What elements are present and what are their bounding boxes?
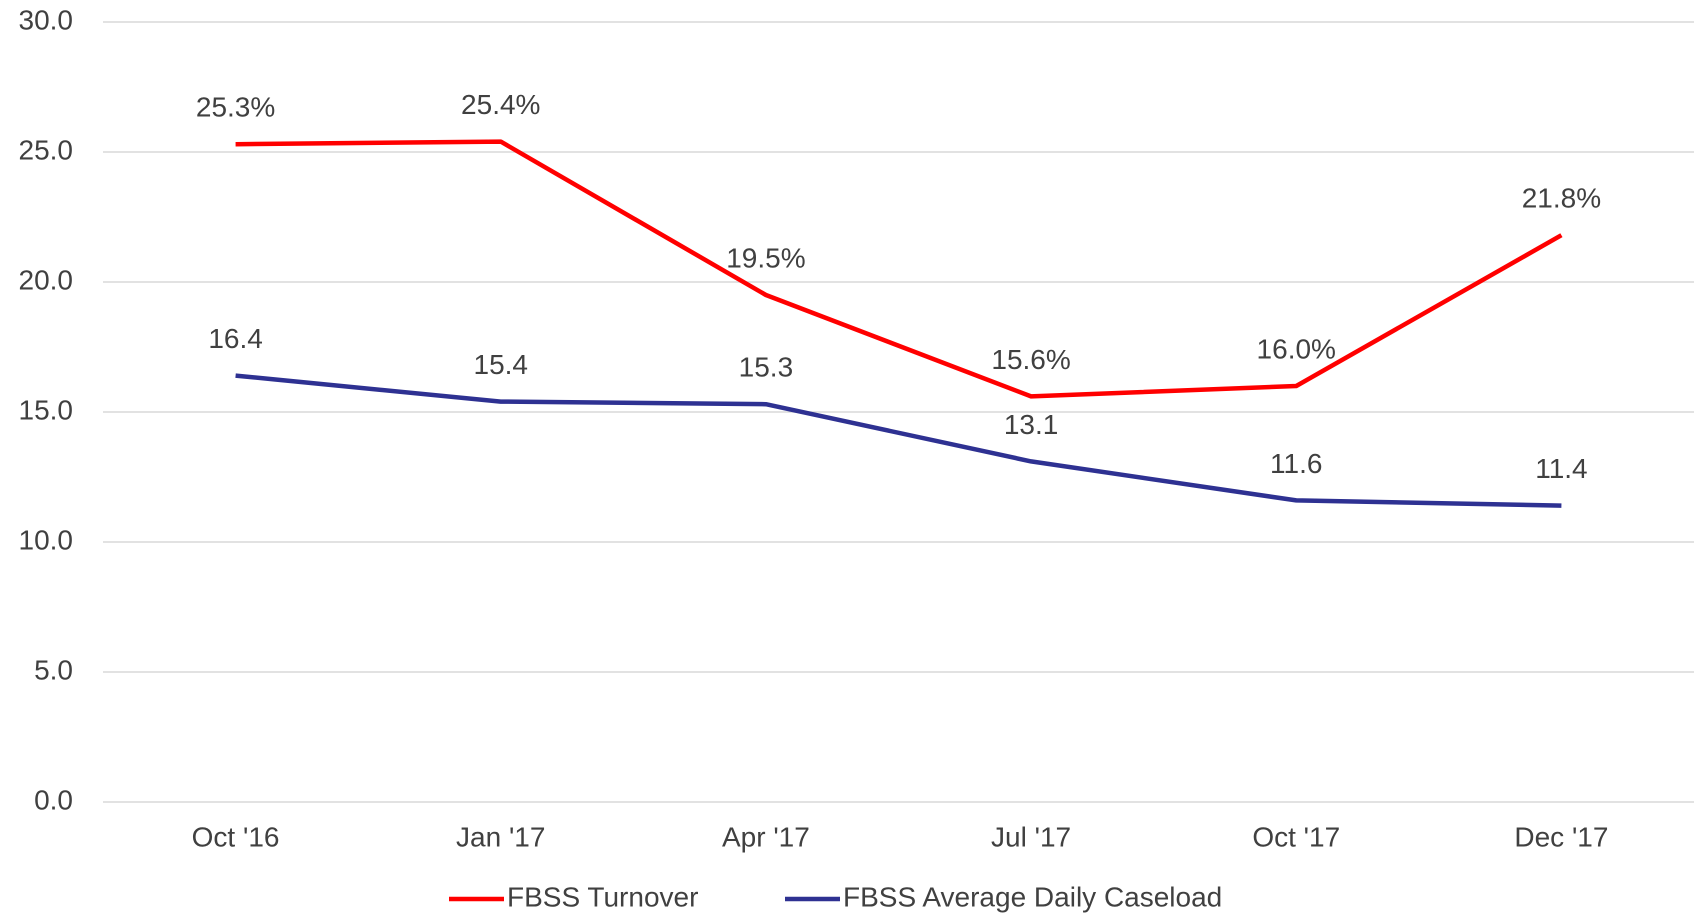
series-line xyxy=(235,139,1563,399)
legend-label: FBSS Average Daily Caseload xyxy=(843,881,1222,912)
data-label: 25.3% xyxy=(196,92,275,123)
x-tick-label: Oct '16 xyxy=(192,821,280,852)
data-label: 11.6 xyxy=(1270,448,1322,479)
y-tick-label: 0.0 xyxy=(34,784,73,815)
y-tick-label: 15.0 xyxy=(19,394,74,425)
data-label: 19.5% xyxy=(726,242,805,273)
data-label: 25.4% xyxy=(461,89,540,120)
y-tick-label: 30.0 xyxy=(19,4,74,35)
data-label: 21.8% xyxy=(1522,183,1601,214)
data-label: 13.1 xyxy=(1004,409,1059,440)
data-label: 15.3 xyxy=(739,352,794,383)
series-line xyxy=(235,373,1562,508)
data-label: 16.0% xyxy=(1257,333,1336,364)
y-tick-label: 5.0 xyxy=(34,654,73,685)
data-label: 15.6% xyxy=(991,344,1070,375)
data-label: 11.4 xyxy=(1535,453,1587,484)
x-tick-label: Jan '17 xyxy=(456,821,545,852)
legend-label: FBSS Turnover xyxy=(507,881,698,912)
y-tick-label: 10.0 xyxy=(19,524,74,555)
x-tick-label: Oct '17 xyxy=(1252,821,1340,852)
data-label: 15.4 xyxy=(474,349,529,380)
y-tick-label: 20.0 xyxy=(19,264,74,295)
y-tick-label: 25.0 xyxy=(19,134,74,165)
x-tick-label: Dec '17 xyxy=(1514,821,1608,852)
data-label: 16.4 xyxy=(208,323,263,354)
x-tick-label: Jul '17 xyxy=(991,821,1071,852)
x-tick-label: Apr '17 xyxy=(722,821,810,852)
